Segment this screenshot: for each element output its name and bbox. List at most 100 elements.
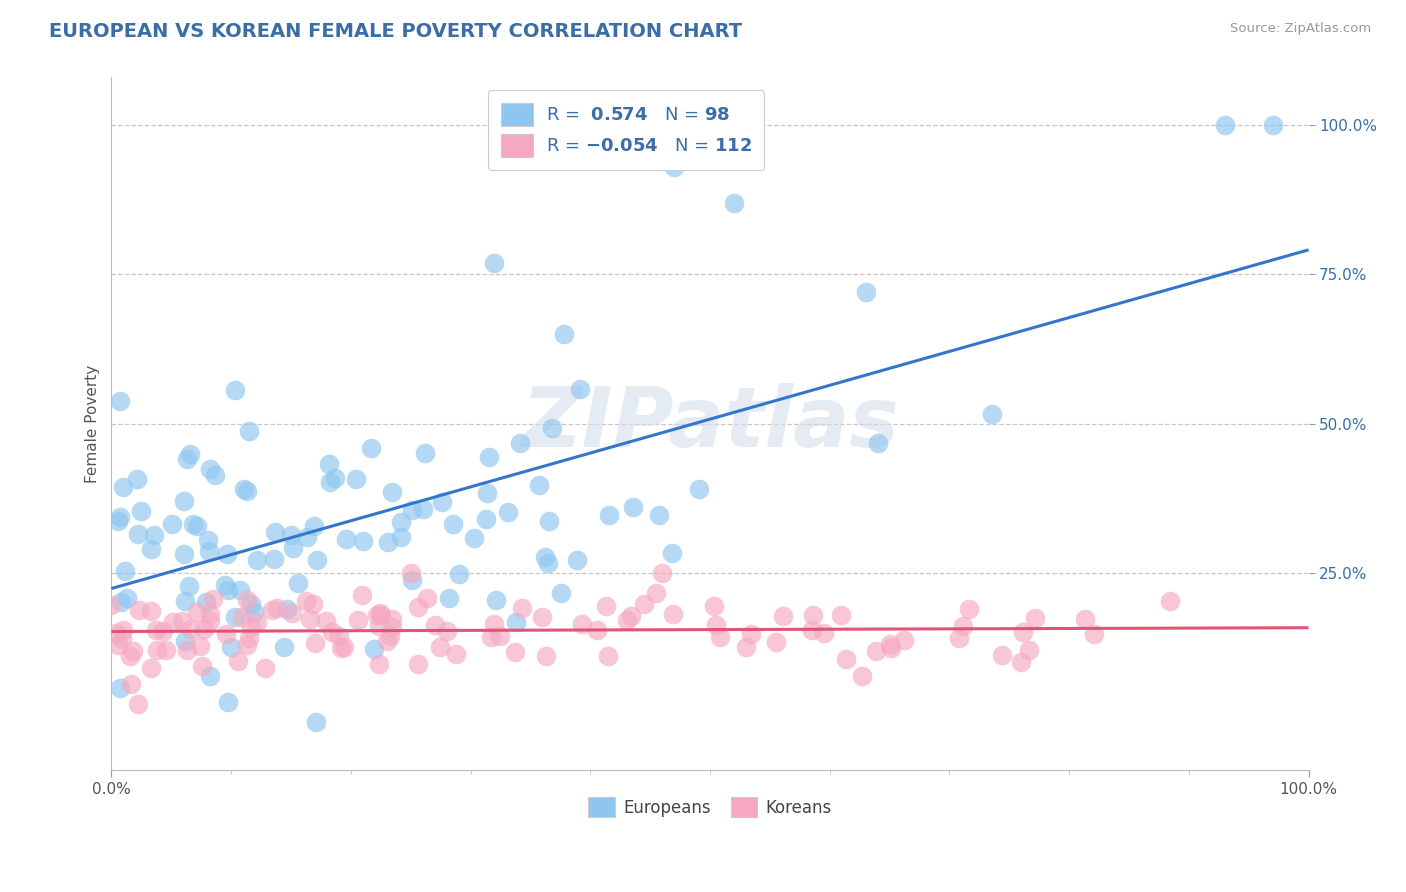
Point	[304, 636, 326, 650]
Point	[703, 599, 725, 613]
Point	[155, 642, 177, 657]
Point	[389, 530, 412, 544]
Point	[866, 436, 889, 450]
Point	[231, 609, 253, 624]
Point	[772, 608, 794, 623]
Point	[406, 657, 429, 671]
Point	[1012, 625, 1035, 640]
Point	[235, 593, 257, 607]
Point	[1074, 612, 1097, 626]
Point	[449, 566, 471, 581]
Point	[401, 502, 423, 516]
Point	[505, 645, 527, 659]
Point	[121, 644, 143, 658]
Point	[287, 575, 309, 590]
Point	[538, 514, 561, 528]
Point	[198, 614, 221, 628]
Point	[254, 661, 277, 675]
Point	[436, 624, 458, 639]
Point	[981, 407, 1004, 421]
Point	[662, 607, 685, 621]
Point	[813, 625, 835, 640]
Point	[238, 632, 260, 646]
Point	[315, 614, 337, 628]
Point	[879, 637, 901, 651]
Point	[128, 603, 150, 617]
Point	[139, 604, 162, 618]
Legend: Europeans, Koreans: Europeans, Koreans	[581, 790, 838, 824]
Point	[534, 648, 557, 663]
Point	[550, 586, 572, 600]
Point	[111, 623, 134, 637]
Point	[201, 591, 224, 606]
Point	[307, 553, 329, 567]
Point	[948, 631, 970, 645]
Point	[598, 508, 620, 522]
Point	[830, 607, 852, 622]
Point	[370, 607, 392, 622]
Text: Source: ZipAtlas.com: Source: ZipAtlas.com	[1230, 22, 1371, 36]
Point	[704, 618, 727, 632]
Point	[709, 630, 731, 644]
Point	[429, 640, 451, 654]
Point	[439, 591, 461, 605]
Point	[107, 638, 129, 652]
Point	[127, 698, 149, 712]
Point	[160, 516, 183, 531]
Point	[350, 588, 373, 602]
Point	[214, 578, 236, 592]
Point	[441, 516, 464, 531]
Point	[651, 566, 673, 580]
Point	[835, 652, 858, 666]
Point	[232, 482, 254, 496]
Point	[633, 597, 655, 611]
Y-axis label: Female Poverty: Female Poverty	[86, 365, 100, 483]
Point	[107, 514, 129, 528]
Point	[381, 619, 404, 633]
Point	[360, 441, 382, 455]
Point	[399, 566, 422, 581]
Point	[430, 494, 453, 508]
Point	[177, 579, 200, 593]
Point	[406, 599, 429, 614]
Point	[957, 602, 980, 616]
Point	[173, 548, 195, 562]
Point	[217, 695, 239, 709]
Point	[475, 486, 498, 500]
Point	[363, 641, 385, 656]
Point	[893, 632, 915, 647]
Text: ZIPatlas: ZIPatlas	[522, 384, 898, 464]
Point	[186, 605, 208, 619]
Point	[318, 457, 340, 471]
Point	[648, 508, 671, 523]
Point	[238, 424, 260, 438]
Point	[479, 630, 502, 644]
Point	[139, 661, 162, 675]
Point	[865, 644, 887, 658]
Point	[193, 622, 215, 636]
Point	[170, 614, 193, 628]
Point	[236, 638, 259, 652]
Point	[621, 500, 644, 514]
Point	[381, 612, 404, 626]
Point	[377, 535, 399, 549]
Point	[186, 519, 208, 533]
Point	[105, 625, 128, 640]
Point	[263, 552, 285, 566]
Point	[509, 436, 531, 450]
Point	[380, 629, 402, 643]
Point	[740, 627, 762, 641]
Point	[229, 582, 252, 597]
Point	[723, 195, 745, 210]
Point	[198, 607, 221, 621]
Point	[880, 640, 903, 655]
Point	[1018, 643, 1040, 657]
Point	[412, 501, 434, 516]
Point	[425, 618, 447, 632]
Point	[215, 627, 238, 641]
Point	[391, 515, 413, 529]
Point	[276, 601, 298, 615]
Point	[143, 528, 166, 542]
Point	[401, 573, 423, 587]
Point	[645, 586, 668, 600]
